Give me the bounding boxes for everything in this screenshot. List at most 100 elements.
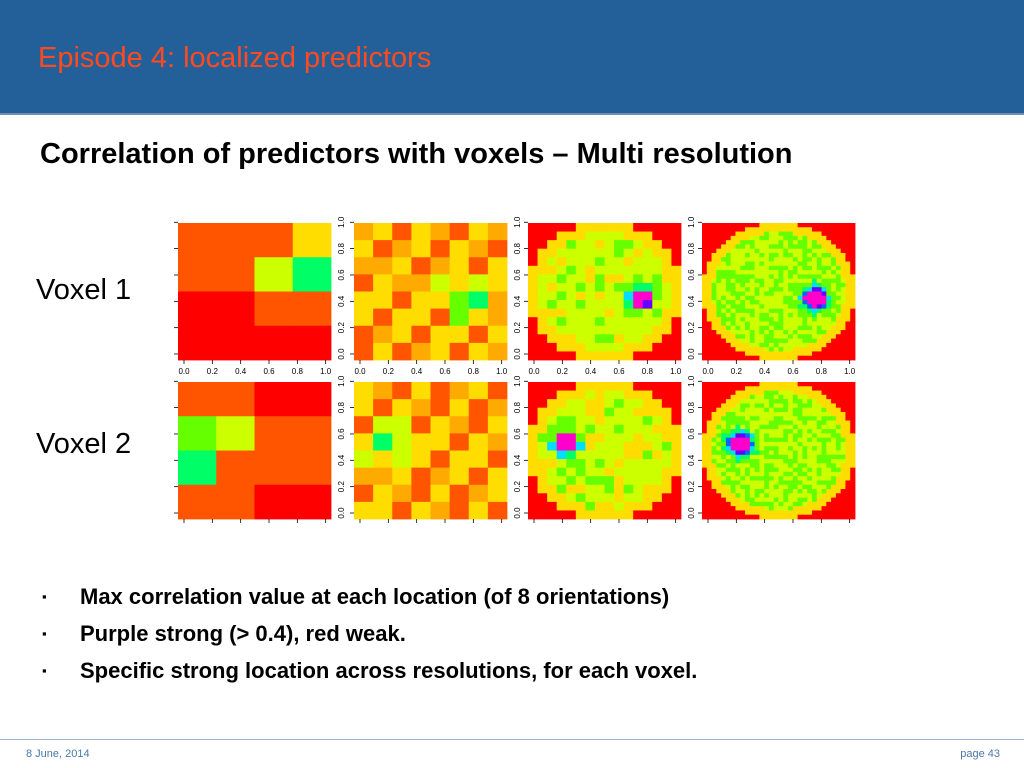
heatmap-cell <box>826 429 832 434</box>
heatmap-cell <box>764 274 770 280</box>
heatmap-cell <box>702 274 708 280</box>
heatmap-cell <box>807 476 813 481</box>
heatmap-cell <box>845 506 851 511</box>
heatmap-cell <box>821 471 827 477</box>
heatmap-cell <box>754 227 760 232</box>
row-label-voxel-2: Voxel 2 <box>36 428 132 460</box>
heatmap-cell <box>702 325 708 331</box>
heatmap-cell <box>778 489 784 494</box>
heatmap-cell <box>292 450 332 486</box>
heatmap-cell <box>778 312 784 318</box>
heatmap-cell <box>745 454 751 460</box>
heatmap-cell <box>745 446 751 451</box>
heatmap-cell <box>547 257 558 267</box>
heatmap-cell <box>850 291 856 297</box>
heatmap-cell <box>773 454 779 460</box>
heatmap-cell <box>745 480 751 486</box>
heatmap-cell <box>528 351 538 361</box>
heatmap-cell <box>604 510 615 520</box>
heatmap-cell <box>575 240 586 250</box>
heatmap-cell <box>716 493 722 498</box>
heatmap-cell <box>773 510 779 516</box>
heatmap-cell <box>745 355 751 361</box>
heatmap-cell <box>792 454 799 460</box>
heatmap-cell <box>754 514 760 520</box>
heatmap-cell <box>740 282 746 288</box>
heatmap-cell <box>735 446 741 451</box>
heatmap-cell <box>845 399 851 404</box>
heatmap-cell <box>566 223 577 232</box>
heatmap-cell <box>725 403 732 409</box>
heatmap-cell <box>735 399 741 404</box>
heatmap-cell <box>711 506 717 511</box>
heatmap-cell <box>783 257 789 262</box>
heatmap-cell <box>730 334 736 339</box>
heatmap-cell <box>642 510 653 520</box>
heatmap-cell <box>575 484 586 494</box>
heatmap-cell <box>783 330 789 335</box>
heatmap-cell <box>585 351 596 361</box>
heatmap-cell <box>735 295 741 301</box>
heatmap-cell <box>845 476 851 481</box>
heatmap-cell <box>585 231 596 241</box>
heatmap-cell <box>811 506 818 511</box>
heatmap-cell <box>730 403 736 409</box>
heatmap-cell <box>802 261 808 267</box>
heatmap-cell <box>556 240 567 250</box>
heatmap-cell <box>585 476 596 486</box>
heatmap-cell <box>773 446 779 451</box>
heatmap-cell <box>725 463 732 469</box>
heatmap-cell <box>702 506 708 511</box>
heatmap-cell <box>749 506 755 511</box>
heatmap-cell <box>850 437 856 443</box>
heatmap-cell <box>623 390 634 400</box>
heatmap-cell <box>614 433 625 443</box>
heatmap-cell <box>807 467 813 473</box>
heatmap-cell <box>754 287 760 292</box>
heatmap-cell <box>749 433 755 439</box>
heatmap-cell <box>850 308 856 314</box>
heatmap-cell <box>816 450 822 456</box>
heatmap-cell <box>556 484 567 494</box>
heatmap-cell <box>773 257 779 262</box>
heatmap-cell <box>783 459 789 464</box>
heatmap-cell <box>487 240 508 258</box>
heatmap-cell <box>652 399 663 409</box>
heatmap-cell <box>768 484 775 490</box>
heatmap-cell <box>811 514 818 520</box>
bullet-text: Purple strong (> 0.4), red weak. <box>80 621 406 646</box>
heatmap-cell <box>783 265 789 271</box>
heatmap-cell <box>850 295 856 301</box>
heatmap-cell <box>850 231 856 237</box>
heatmap-cell <box>764 304 770 310</box>
heatmap-cell <box>831 493 837 498</box>
heatmap-cell <box>840 424 846 430</box>
heatmap-cell <box>633 424 644 434</box>
heatmap-cell <box>614 476 625 486</box>
heatmap-cell <box>797 411 803 417</box>
heatmap-cell <box>594 484 605 494</box>
heatmap-cell <box>783 355 789 361</box>
heatmap-cell <box>594 416 605 426</box>
heatmap-cell <box>845 317 851 322</box>
heatmap-cell <box>826 227 832 232</box>
heatmap-cell <box>754 446 760 451</box>
heatmap-cell <box>711 514 717 520</box>
heatmap-cell <box>716 261 722 267</box>
heatmap-cell <box>585 390 596 400</box>
heatmap-cell <box>788 459 794 464</box>
heatmap-cell <box>730 386 736 391</box>
heatmap-cell <box>802 295 808 301</box>
heatmap-cell <box>487 308 508 327</box>
heatmap-cell <box>594 441 605 451</box>
heatmap-cell <box>816 484 822 490</box>
heatmap-cell <box>604 334 615 344</box>
heatmap-cell <box>735 270 741 275</box>
heatmap-cell <box>797 514 803 520</box>
heatmap-cell <box>840 351 846 357</box>
heatmap-cell <box>716 291 722 297</box>
heatmap-cell <box>816 411 822 417</box>
heatmap-cell <box>840 446 846 451</box>
heatmap-cell <box>831 338 837 344</box>
heatmap-cell <box>759 252 765 258</box>
